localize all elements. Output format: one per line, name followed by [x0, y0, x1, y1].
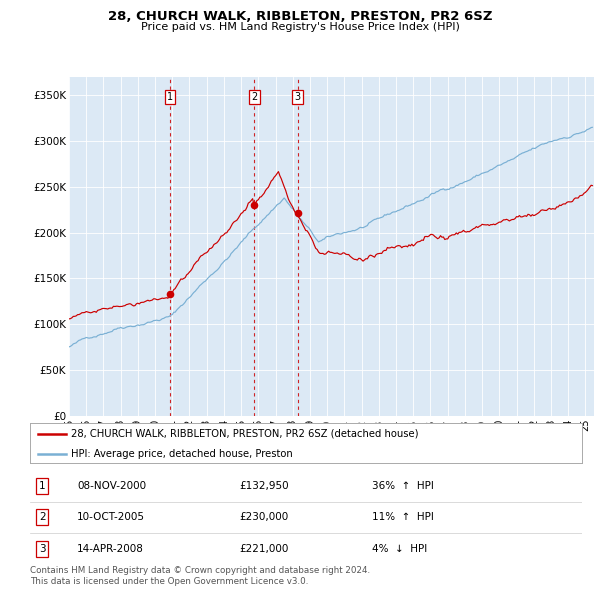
Text: 3: 3 — [295, 92, 301, 102]
Text: 2: 2 — [251, 92, 257, 102]
Text: HPI: Average price, detached house, Preston: HPI: Average price, detached house, Pres… — [71, 450, 293, 460]
Text: 4%  ↓  HPI: 4% ↓ HPI — [372, 545, 427, 555]
Text: 36%  ↑  HPI: 36% ↑ HPI — [372, 481, 434, 491]
Text: 14-APR-2008: 14-APR-2008 — [77, 545, 144, 555]
Text: This data is licensed under the Open Government Licence v3.0.: This data is licensed under the Open Gov… — [30, 577, 308, 586]
Text: 2: 2 — [39, 512, 46, 522]
Text: 28, CHURCH WALK, RIBBLETON, PRESTON, PR2 6SZ (detached house): 28, CHURCH WALK, RIBBLETON, PRESTON, PR2… — [71, 429, 419, 439]
Text: 28, CHURCH WALK, RIBBLETON, PRESTON, PR2 6SZ: 28, CHURCH WALK, RIBBLETON, PRESTON, PR2… — [108, 10, 492, 23]
Text: 1: 1 — [39, 481, 46, 491]
Text: £230,000: £230,000 — [240, 512, 289, 522]
Text: 11%  ↑  HPI: 11% ↑ HPI — [372, 512, 434, 522]
Text: 08-NOV-2000: 08-NOV-2000 — [77, 481, 146, 491]
Text: £132,950: £132,950 — [240, 481, 289, 491]
Text: £221,000: £221,000 — [240, 545, 289, 555]
Text: Contains HM Land Registry data © Crown copyright and database right 2024.: Contains HM Land Registry data © Crown c… — [30, 566, 370, 575]
Text: Price paid vs. HM Land Registry's House Price Index (HPI): Price paid vs. HM Land Registry's House … — [140, 22, 460, 32]
Text: 3: 3 — [39, 545, 46, 555]
Text: 10-OCT-2005: 10-OCT-2005 — [77, 512, 145, 522]
Text: 1: 1 — [167, 92, 173, 102]
